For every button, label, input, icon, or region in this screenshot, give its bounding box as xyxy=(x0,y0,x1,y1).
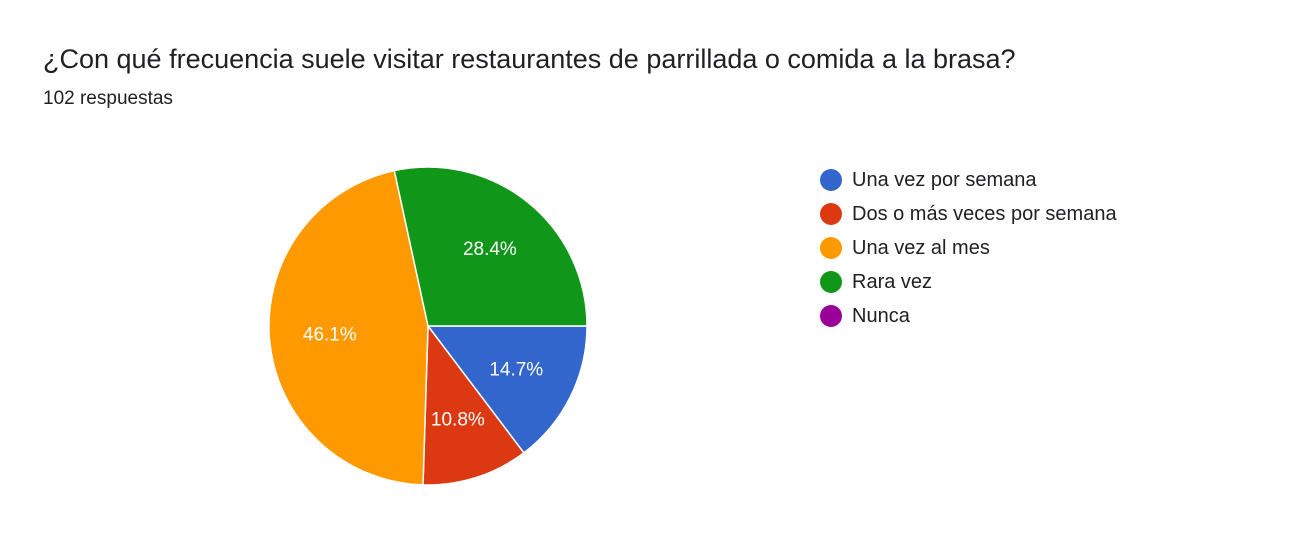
legend-swatch xyxy=(820,305,842,327)
legend-swatch xyxy=(820,271,842,293)
pie-slice-label: 46.1% xyxy=(303,324,357,345)
legend-label: Rara vez xyxy=(852,270,933,293)
pie-slice[interactable] xyxy=(426,325,588,454)
legend-label: Una vez por semana xyxy=(852,168,1037,191)
legend-item[interactable]: Una vez por semana xyxy=(820,163,1117,197)
pie-slice-label: 28.4% xyxy=(463,239,517,260)
chart-legend: Una vez por semana Dos o más veces por se… xyxy=(820,163,1117,333)
legend-item[interactable]: Rara vez xyxy=(820,265,1117,299)
legend-label: Una vez al mes xyxy=(852,236,990,259)
legend-label: Dos o más veces por semana xyxy=(852,202,1117,225)
pie-slice-label: 10.8% xyxy=(431,409,485,430)
legend-item[interactable]: Dos o más veces por semana xyxy=(820,197,1117,231)
pie-slice[interactable] xyxy=(422,323,525,486)
pie-slice-label: 14.7% xyxy=(489,359,543,380)
pie-slice[interactable] xyxy=(268,169,429,486)
legend-swatch xyxy=(820,203,842,225)
legend-item[interactable]: Una vez al mes xyxy=(820,231,1117,265)
legend-item[interactable]: Nunca xyxy=(820,299,1117,333)
pie-slice[interactable] xyxy=(393,166,588,327)
legend-swatch xyxy=(820,237,842,259)
response-count: 102 respuestas xyxy=(43,88,173,109)
legend-label: Nunca xyxy=(852,304,910,327)
chart-title: ¿Con qué frecuencia suele visitar restau… xyxy=(43,44,1016,74)
legend-swatch xyxy=(820,169,842,191)
